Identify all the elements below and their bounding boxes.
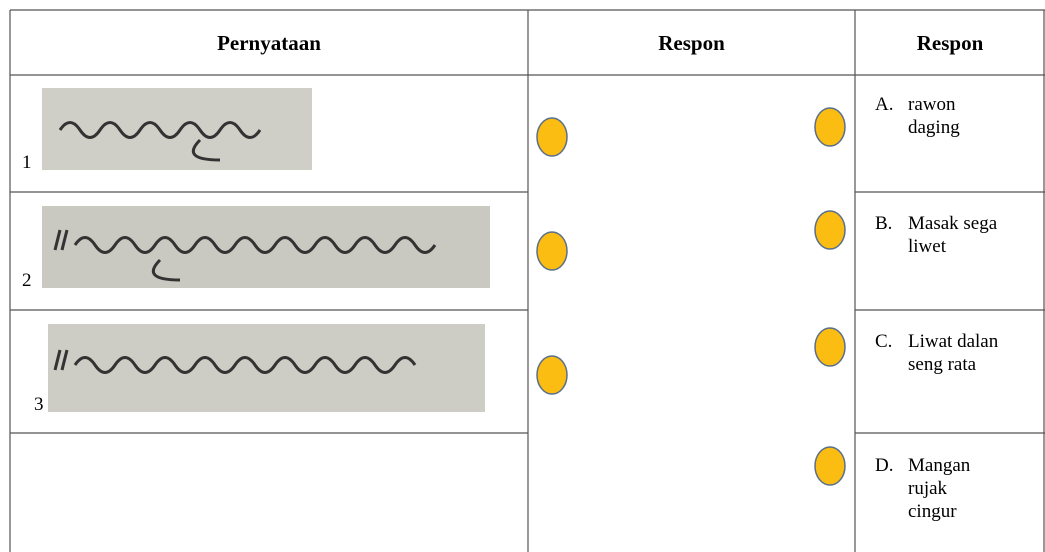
script-image — [42, 88, 312, 170]
option-text: Masak sega — [908, 213, 998, 234]
option-letter: B. — [875, 213, 893, 234]
option-letter: D. — [875, 455, 894, 476]
script-image — [48, 324, 485, 412]
option-letter: A. — [875, 94, 894, 115]
option-text: Mangan — [908, 455, 971, 476]
script-image — [42, 206, 490, 288]
option-text: seng rata — [908, 354, 977, 375]
header: Respon — [916, 31, 984, 55]
option-text: cingur — [908, 501, 957, 522]
statement-number: 3 — [34, 394, 44, 415]
option-text: Liwat dalan — [908, 331, 999, 352]
option-text: rujak — [908, 478, 948, 499]
option-text: liwet — [908, 236, 946, 257]
header: Pernyataan — [217, 31, 321, 55]
response-dots — [536, 107, 846, 486]
option-text: daging — [908, 117, 960, 138]
option-letter: C. — [875, 331, 893, 352]
option-text: rawon — [908, 94, 956, 115]
statement-number: 1 — [22, 152, 32, 173]
statement-number: 2 — [22, 270, 32, 291]
header: Respon — [658, 31, 725, 55]
